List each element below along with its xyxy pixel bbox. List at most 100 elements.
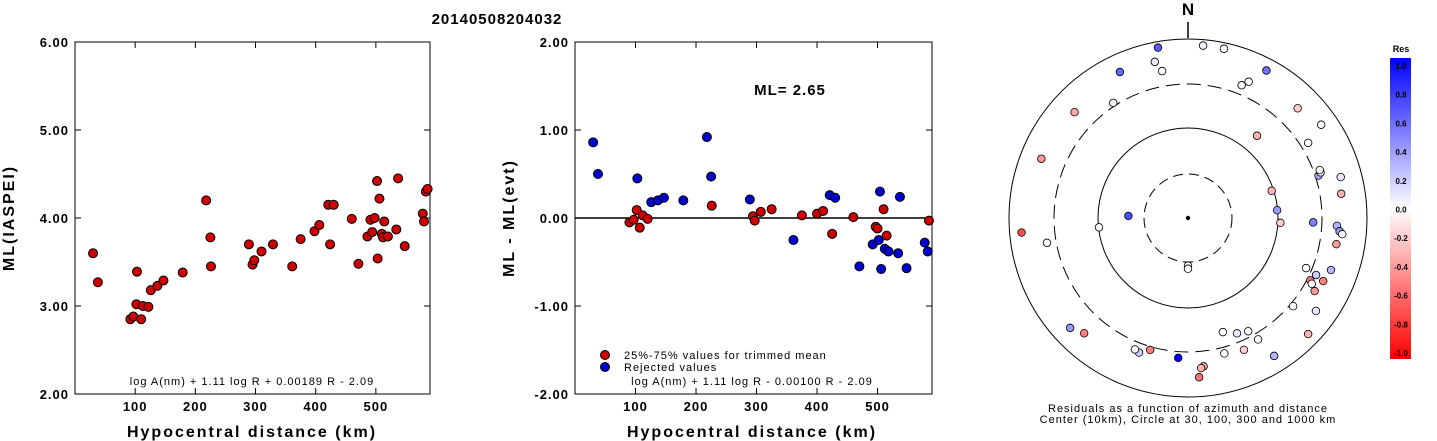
station-point: [1237, 81, 1246, 90]
station-point: [1037, 154, 1046, 163]
legend-label-trimmed: 25%-75% values for trimmed mean: [624, 350, 827, 362]
data-point: [883, 246, 894, 257]
data-point: [592, 169, 603, 179]
station-point: [1311, 270, 1321, 280]
station-point: [1316, 120, 1326, 129]
data-point: [325, 239, 336, 250]
middle-panel: -2.00 -1.00 0.00 1.00 2.00 100 200 300 400 500 M…: [501, 35, 934, 441]
data-point: [678, 195, 689, 206]
middle-annotation: log A(nm) + 1.11 log R - 0.00100 R - 2.0…: [631, 376, 873, 388]
station-point: [1109, 98, 1118, 108]
station-point: [1070, 107, 1079, 117]
middle-y-ticks: -2.00 -1.00 0.00 1.00 2.00: [534, 35, 932, 402]
data-point: [256, 246, 267, 257]
colorbar-tick-label: 0.8: [1395, 91, 1407, 100]
data-point: [873, 235, 884, 245]
data-point: [788, 235, 799, 245]
data-point: [328, 199, 339, 210]
left-x-axis-label: Hypocentral distance (km): [127, 424, 377, 441]
station-point: [1253, 335, 1263, 344]
middle-x-ticks: 100 200 300 400 500: [623, 42, 890, 414]
station-point: [1115, 67, 1125, 77]
station-point: [1145, 345, 1155, 355]
station-point: [1338, 230, 1347, 239]
station-point: [1272, 205, 1282, 215]
station-point: [1239, 345, 1249, 355]
data-point: [369, 213, 380, 223]
left-annotation: log A(nm) + 1.11 log R + 0.00189 R - 2.0…: [130, 376, 374, 388]
x-tick-label: 300: [243, 399, 268, 414]
station-point: [1332, 239, 1341, 249]
epicenter-dot: [1185, 215, 1191, 221]
data-point: [628, 214, 639, 225]
data-point: [418, 216, 429, 227]
station-point: [1218, 327, 1228, 337]
data-point: [827, 228, 838, 239]
station-point: [1065, 323, 1075, 333]
data-point: [374, 193, 385, 204]
station-point: [1310, 286, 1319, 296]
middle-y-axis-label: ML - ML(evt): [501, 159, 518, 277]
station-point: [1307, 279, 1317, 289]
data-point: [346, 213, 357, 224]
polar-caption-line-2: Center (10km), Circle at 30, 100, 300 an…: [1040, 414, 1337, 426]
colorbar-tick-label: 0.4: [1395, 148, 1407, 157]
data-point: [136, 314, 147, 325]
data-point: [367, 227, 378, 238]
station-point: [1042, 238, 1052, 248]
polar-panel: N Residuals as a function of azimuth and…: [1008, 0, 1368, 426]
colorbar-tick-label: 0.0: [1395, 206, 1407, 215]
station-point: [1130, 345, 1140, 354]
data-point: [158, 275, 169, 286]
station-point: [1220, 349, 1229, 358]
x-tick-label: 400: [805, 399, 830, 414]
data-point: [143, 301, 154, 312]
data-point: [854, 261, 865, 272]
data-point: [314, 220, 325, 231]
left-y-axis-label: ML(IASPEI): [1, 165, 18, 271]
data-point: [766, 204, 777, 215]
station-point: [1094, 223, 1104, 232]
station-point: [1326, 265, 1336, 275]
data-point: [201, 195, 212, 206]
data-point: [205, 232, 216, 243]
colorbar-tick-label: 0.2: [1395, 177, 1407, 186]
data-point: [701, 132, 712, 143]
station-point: [1269, 351, 1279, 361]
left-panel: 2.00 3.00 4.00 5.00 6.00 100 200 300 400 500 log…: [1, 35, 433, 441]
data-point: [287, 261, 298, 272]
colorbar-tick-label: -1.0: [1394, 349, 1408, 358]
y-tick-label: 3.00: [40, 299, 69, 314]
data-point: [422, 183, 433, 194]
colorbar-title: Res: [1393, 44, 1410, 54]
data-point: [706, 171, 717, 182]
station-point: [1194, 373, 1204, 382]
data-point: [848, 212, 859, 223]
x-tick-label: 200: [183, 399, 208, 414]
x-tick-label: 500: [865, 399, 890, 414]
colorbar-tick-label: 0.6: [1395, 119, 1407, 128]
data-point: [353, 258, 364, 269]
data-point: [658, 192, 669, 203]
station-point: [1157, 66, 1167, 76]
station-point: [1183, 264, 1193, 273]
middle-x-axis-label: Hypocentral distance (km): [627, 424, 877, 441]
data-point: [632, 173, 643, 184]
data-point: [642, 213, 653, 224]
data-point: [249, 255, 260, 266]
middle-legend: 25%-75% values for trimmed mean Rejected…: [600, 350, 827, 374]
station-point: [1017, 228, 1026, 237]
figure-title: 20140508204032: [432, 11, 563, 28]
data-point: [372, 176, 383, 187]
middle-points: [588, 132, 934, 275]
data-point: [706, 200, 717, 211]
y-tick-label: 1.00: [540, 123, 569, 138]
data-point: [922, 246, 933, 257]
station-point: [1311, 306, 1321, 316]
x-tick-label: 100: [623, 399, 648, 414]
y-tick-label: 6.00: [40, 35, 69, 50]
data-point: [267, 239, 278, 250]
station-point: [1301, 263, 1311, 273]
data-point: [874, 186, 885, 197]
data-point: [92, 277, 103, 288]
